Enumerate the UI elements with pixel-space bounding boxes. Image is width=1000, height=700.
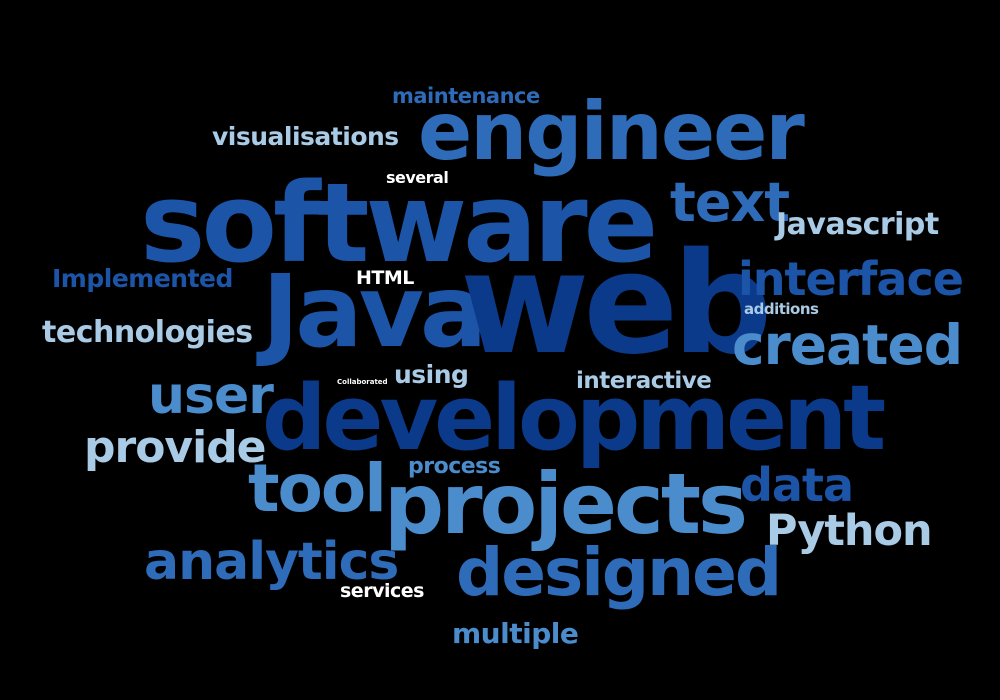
word-services: services: [340, 580, 424, 602]
word-visualisations: visualisations: [212, 122, 399, 151]
word-projects: projects: [384, 455, 748, 553]
word-provide: provide: [84, 422, 267, 473]
word-interface: interface: [738, 252, 964, 306]
word-using: using: [394, 360, 469, 389]
word-java: Java: [262, 253, 487, 370]
word-several: several: [386, 168, 449, 187]
word-data: data: [740, 458, 854, 512]
word-html: HTML: [356, 267, 414, 289]
word-designed: designed: [456, 534, 782, 611]
word-software: software: [140, 159, 658, 287]
word-development: development: [262, 366, 886, 471]
word-collaborated: Collaborated: [337, 378, 388, 386]
word-implemented: Implemented: [52, 264, 233, 293]
word-user: user: [148, 366, 274, 426]
word-python: Python: [766, 506, 933, 556]
word-maintenance: maintenance: [392, 84, 540, 108]
word-technologies: technologies: [42, 315, 253, 350]
word-engineer: engineer: [418, 85, 805, 178]
word-additions: additions: [744, 300, 819, 318]
word-process: process: [408, 454, 501, 479]
word-interactive: interactive: [576, 368, 712, 394]
word-analytics: analytics: [144, 532, 399, 592]
word-created: created: [732, 313, 963, 377]
word-javascript: Javascript: [776, 207, 939, 242]
word-tool: tool: [248, 450, 387, 527]
word-web: web: [460, 223, 773, 386]
word-text: text: [670, 171, 790, 234]
word-multiple: multiple: [452, 617, 579, 650]
